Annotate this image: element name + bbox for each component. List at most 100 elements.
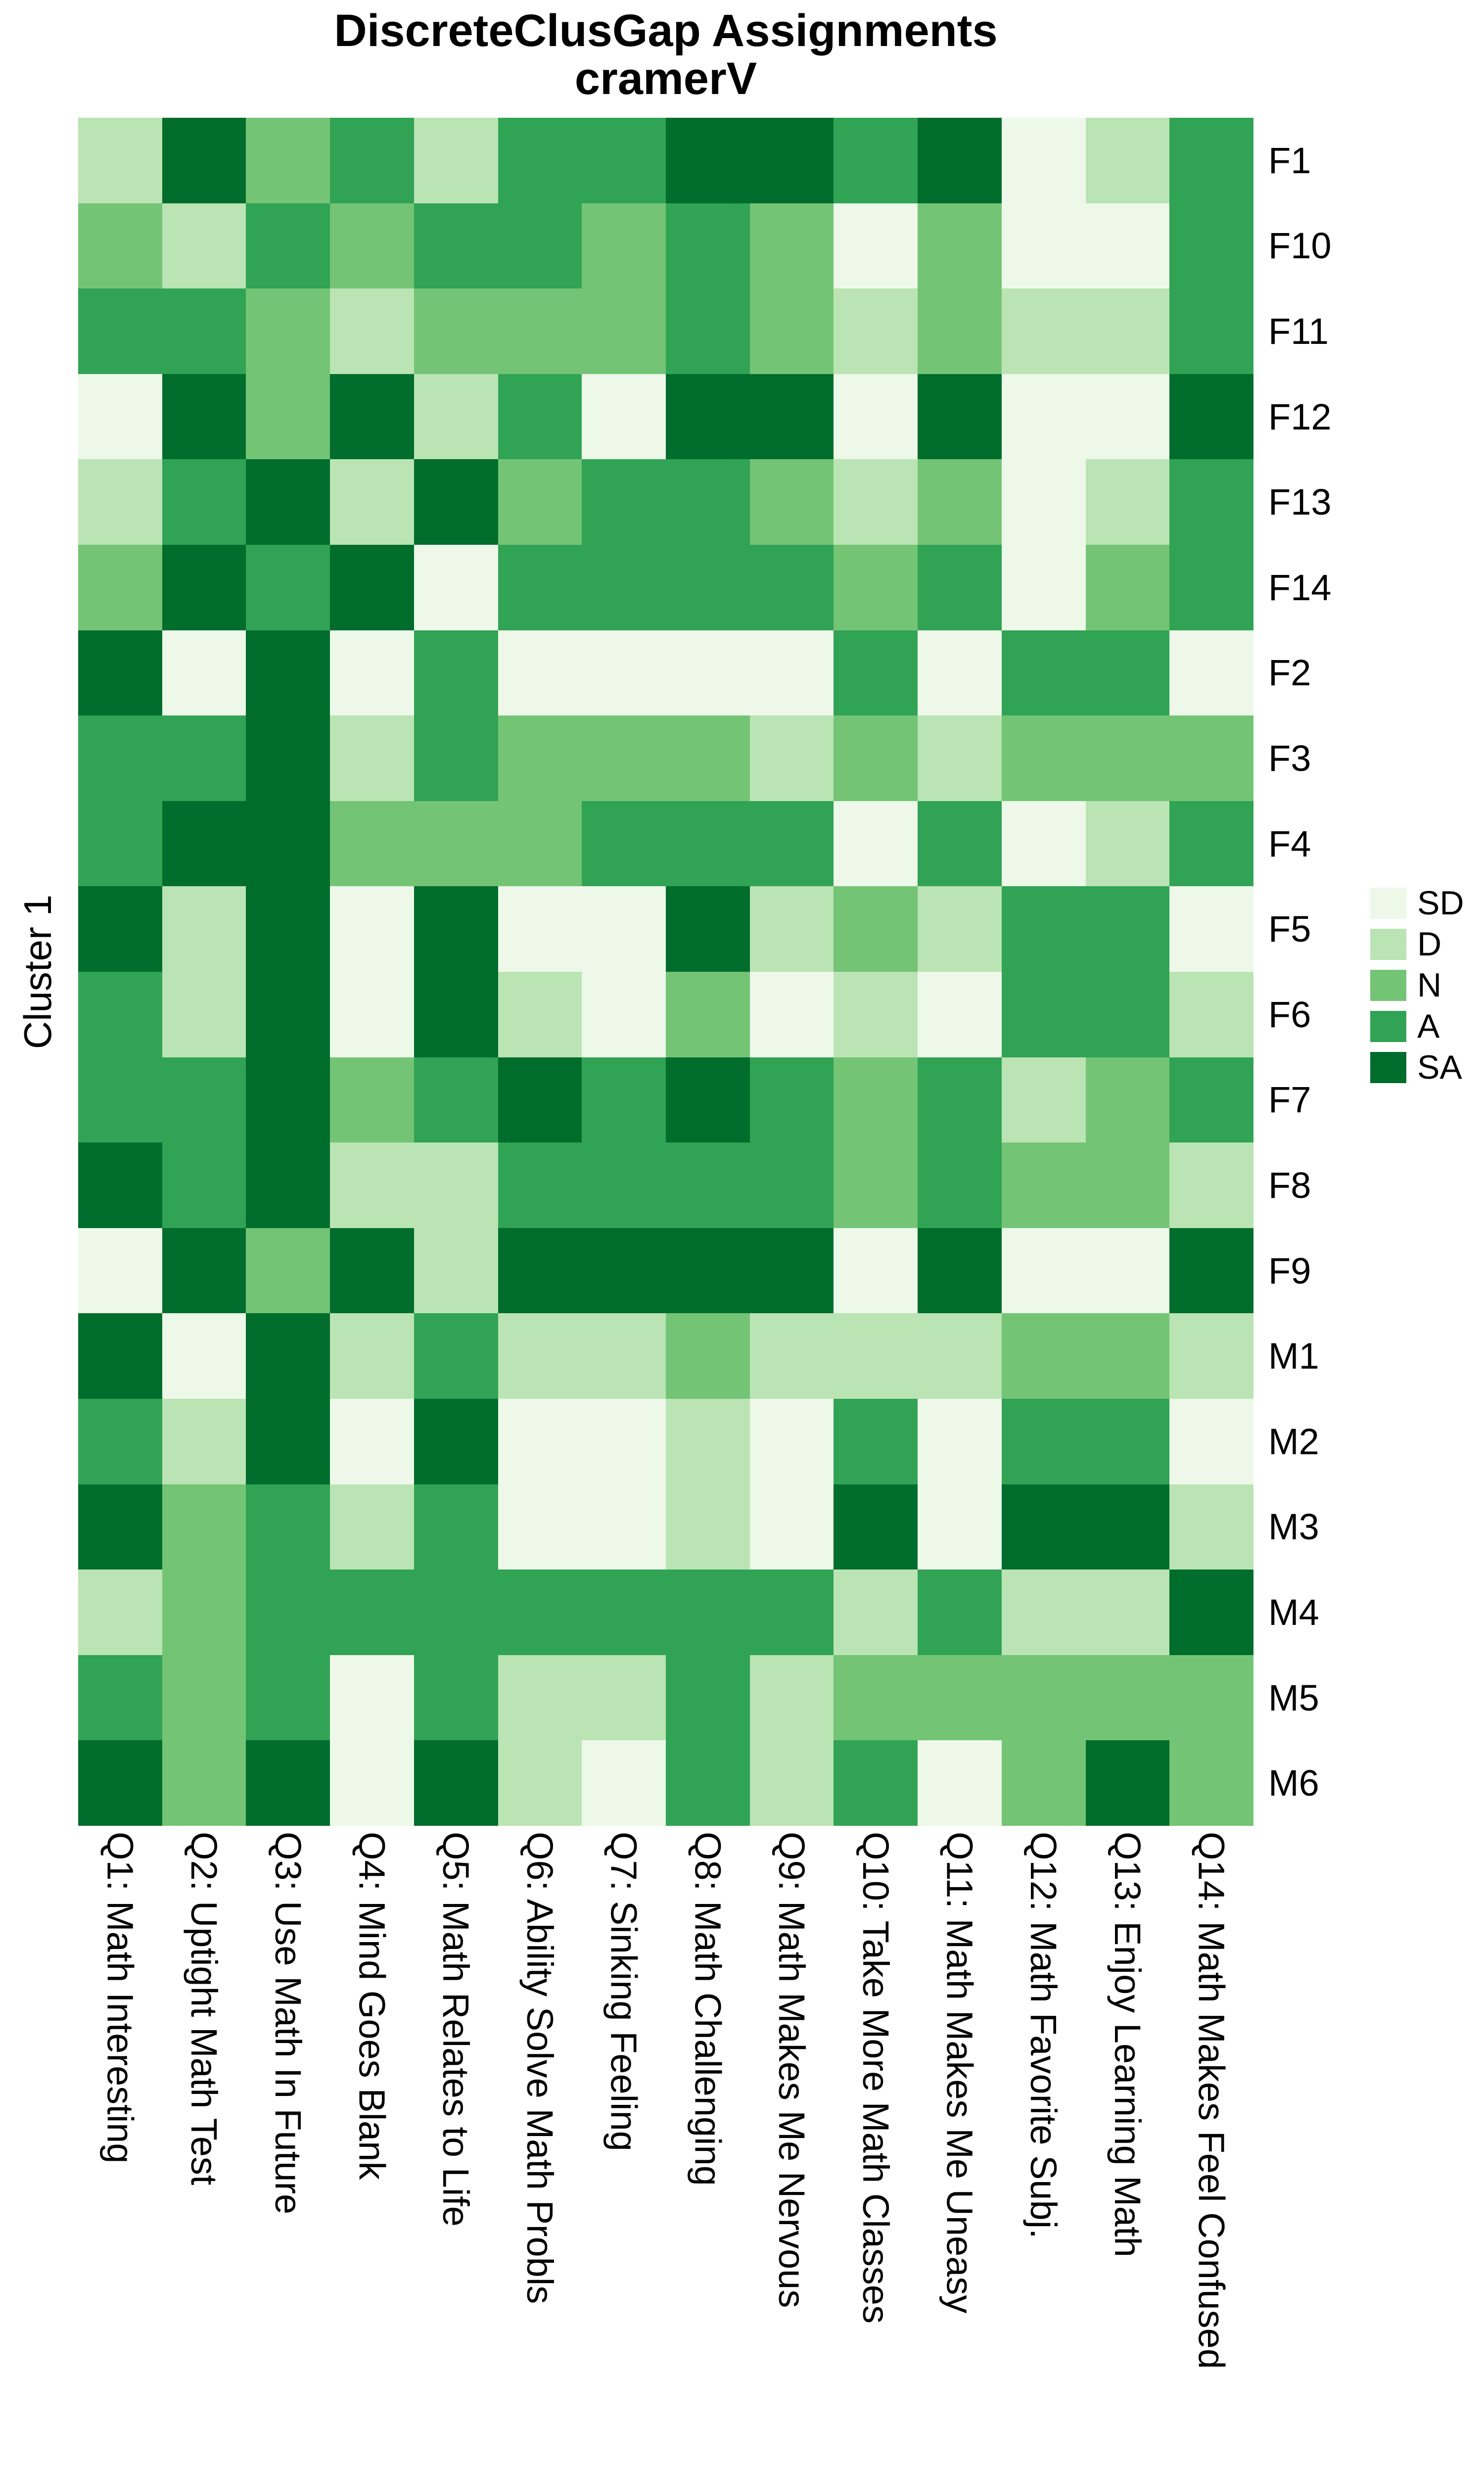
heatmap-cell (414, 1142, 498, 1228)
heatmap-cell (498, 1228, 582, 1314)
heatmap-cell (665, 1057, 750, 1143)
heatmap-cell (918, 459, 1002, 545)
heatmap-cell (1001, 1313, 1086, 1399)
heatmap-cell (1001, 545, 1086, 630)
y-axis-title-text: Cluster 1 (15, 894, 59, 1049)
heatmap-cell (749, 1228, 834, 1314)
heatmap-cell (78, 630, 162, 716)
x-tick-label-text: Q6: Ability Solve Math Probls (519, 1832, 560, 2304)
heatmap-cell (1085, 715, 1170, 801)
heatmap-cell (1085, 545, 1170, 630)
heatmap-cell (1169, 715, 1253, 801)
heatmap-cell (1085, 886, 1170, 972)
y-tick-label: F6 (1268, 994, 1311, 1035)
heatmap-cell (78, 715, 162, 801)
heatmap-cell (78, 459, 162, 545)
heatmap-cell (749, 118, 834, 203)
legend-swatch (1370, 1010, 1406, 1042)
y-tick-label: F12 (1268, 396, 1332, 437)
heatmap-cell (162, 459, 246, 545)
heatmap-cell (749, 972, 834, 1057)
heatmap-cell (498, 1740, 582, 1826)
heatmap-cell (414, 630, 498, 716)
x-tick-label: Q2: Uptight Math Test (162, 1832, 246, 2470)
heatmap-cell (414, 118, 498, 203)
heatmap-cell (665, 1228, 750, 1314)
legend-item: SD (1370, 884, 1464, 922)
heatmap-cell (246, 630, 330, 716)
legend-label: SD (1417, 884, 1464, 922)
heatmap-cell (834, 118, 918, 203)
heatmap-cell (78, 886, 162, 972)
heatmap-cell (246, 1228, 330, 1314)
y-tick-label: M1 (1268, 1335, 1319, 1377)
heatmap-cell (498, 459, 582, 545)
x-tick-label-text: Q3: Use Math In Future (267, 1832, 309, 2215)
heatmap-cell (834, 1142, 918, 1228)
heatmap-cell (1001, 1142, 1086, 1228)
heatmap-cell (162, 203, 246, 289)
heatmap-cell (162, 1057, 246, 1143)
heatmap-cell (582, 374, 666, 460)
heatmap-cell (918, 1313, 1002, 1399)
chart-title-line1: DiscreteClusGap Assignments (334, 5, 998, 56)
heatmap-cell (918, 1740, 1002, 1826)
x-tick-label: Q10: Take More Math Classes (834, 1832, 918, 2470)
heatmap-cell (162, 1740, 246, 1826)
heatmap-cell (582, 459, 666, 545)
heatmap-cell (1085, 203, 1170, 289)
heatmap-cell (665, 288, 750, 374)
heatmap-cell (1085, 972, 1170, 1057)
x-tick-label: Q4: Mind Goes Blank (330, 1832, 414, 2470)
heatmap-cell (246, 459, 330, 545)
heatmap-cell (834, 545, 918, 630)
x-tick-label-text: Q11: Math Makes Me Uneasy (939, 1832, 980, 2314)
heatmap-cell (162, 1399, 246, 1484)
heatmap-cell (834, 801, 918, 887)
heatmap-cell (582, 1740, 666, 1826)
y-tick-label: M6 (1268, 1762, 1319, 1804)
heatmap-cell (1169, 1655, 1253, 1741)
heatmap-cell (414, 1228, 498, 1314)
heatmap-cell (582, 801, 666, 887)
heatmap-cell (834, 203, 918, 289)
heatmap-cell (918, 886, 1002, 972)
heatmap-cell (1085, 1228, 1170, 1314)
heatmap-cell (665, 630, 750, 716)
x-tick-label-text: Q9: Math Makes Me Nervous (771, 1832, 813, 2308)
heatmap-cell (246, 972, 330, 1057)
y-axis-tick-labels: F1 F10 F11 F12 F13 F14 F2 F3 F4 F5 F6 F7 F8 F9 M1 M2 M3 M… (1268, 118, 1476, 1826)
heatmap-cell (414, 801, 498, 887)
heatmap-cell (665, 1142, 750, 1228)
heatmap-cell (918, 1570, 1002, 1655)
y-tick-label: M5 (1268, 1677, 1319, 1718)
heatmap-cell (1169, 374, 1253, 460)
heatmap-cell (665, 374, 750, 460)
heatmap-cell (582, 1655, 666, 1741)
heatmap-cell (749, 1740, 834, 1826)
heatmap-cell (834, 1570, 918, 1655)
heatmap-cell (665, 715, 750, 801)
heatmap-cell (749, 1313, 834, 1399)
heatmap-cell (1001, 1655, 1086, 1741)
x-tick-label-text: Q7: Sinking Feeling (603, 1832, 645, 2151)
heatmap-cell (78, 1655, 162, 1741)
heatmap-cell (582, 545, 666, 630)
heatmap-cell (78, 972, 162, 1057)
heatmap-cell (834, 1228, 918, 1314)
legend-swatch (1370, 969, 1406, 1001)
y-tick-label: F7 (1268, 1079, 1311, 1121)
heatmap-cell (1085, 1655, 1170, 1741)
heatmap-cell (498, 288, 582, 374)
heatmap-cell (582, 203, 666, 289)
heatmap-cell (834, 374, 918, 460)
heatmap-cell (330, 288, 414, 374)
y-tick-label: F9 (1268, 1250, 1311, 1291)
heatmap-cell (582, 886, 666, 972)
heatmap-cell (246, 288, 330, 374)
y-tick-label: F4 (1268, 823, 1311, 864)
heatmap-cell (1085, 374, 1170, 460)
heatmap-cell (162, 545, 246, 630)
legend-label: A (1417, 1007, 1440, 1045)
heatmap-cell (162, 630, 246, 716)
